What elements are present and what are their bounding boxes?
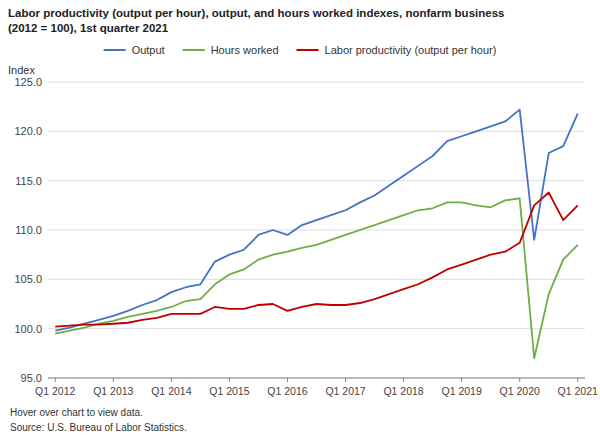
annotation: Hover over chart to view data. (10, 407, 143, 418)
x-axis: Q1 2012 Q1 2013 Q1 2014 Q1 2015 Q1 2016 Q1 20… (35, 378, 598, 397)
x-tick-label: Q1 2018 (383, 385, 423, 397)
y-tick-label: 120.0 (14, 125, 42, 137)
x-tick-label: Q1 2019 (441, 385, 481, 397)
grid (48, 82, 585, 378)
legend-item: Labor productivity (output per hour) (297, 44, 497, 56)
x-tick (577, 378, 578, 382)
grid-line (48, 180, 585, 181)
y-tick-label: 115.0 (15, 175, 42, 187)
x-tick-label: Q1 2013 (93, 385, 133, 397)
legend: Output Hours worked Labor productivity (ou… (104, 44, 497, 56)
x-tick-label: Q1 2021 (558, 385, 598, 397)
x-tick-label: Q1 2017 (325, 385, 365, 397)
annotation: Source: U.S. Bureau of Labor Statistics. (10, 422, 187, 433)
y-tick-label: 110.0 (15, 224, 42, 236)
y-axis: 95.0 100.0 105.0 110.0 115.0 120.0 125.0 (14, 76, 42, 384)
x-axis-line (48, 378, 585, 379)
grid-line (48, 378, 585, 379)
legend-label: Hours worked (211, 44, 279, 56)
x-tick (403, 378, 404, 382)
y-axis-label: Index (8, 64, 35, 76)
legend-item: Output (104, 44, 165, 56)
y-tick-label: 95.0 (21, 372, 42, 384)
legend-label: Output (132, 44, 165, 56)
title: Labor productivity (output per hour), ou… (8, 7, 504, 19)
x-tick (461, 378, 462, 382)
y-tick-label: 105.0 (14, 273, 42, 285)
legend-swatch (183, 49, 205, 51)
x-tick (345, 378, 346, 382)
grid-line (48, 82, 585, 83)
x-tick (287, 378, 288, 382)
y-tick-label: 100.0 (14, 323, 42, 335)
legend-swatch (297, 49, 319, 51)
legend-item: Hours worked (183, 44, 279, 56)
x-tick-label: Q1 2014 (151, 385, 191, 397)
x-tick (519, 378, 520, 382)
grid-line (48, 230, 585, 231)
x-tick-label: Q1 2015 (209, 385, 249, 397)
grid-line (48, 279, 585, 280)
x-tick-label: Q1 2016 (267, 385, 307, 397)
grid-line (48, 131, 585, 132)
grid-line (48, 328, 585, 329)
legend-swatch (104, 49, 126, 51)
x-tick-label: Q1 2020 (500, 385, 540, 397)
subtitle: (2012 = 100), 1st quarter 2021 (8, 22, 169, 34)
x-tick (229, 378, 230, 382)
legend-label: Labor productivity (output per hour) (325, 44, 497, 56)
series-line (55, 110, 577, 331)
series-line (55, 193, 577, 327)
x-tick-label: Q1 2012 (35, 385, 75, 397)
chart: Labor productivity (output per hour), ou… (0, 0, 600, 444)
series-line (55, 198, 577, 358)
x-tick (171, 378, 172, 382)
x-tick (55, 378, 56, 382)
x-tick (113, 378, 114, 382)
y-tick-label: 125.0 (14, 76, 42, 88)
series-lines (55, 110, 577, 359)
